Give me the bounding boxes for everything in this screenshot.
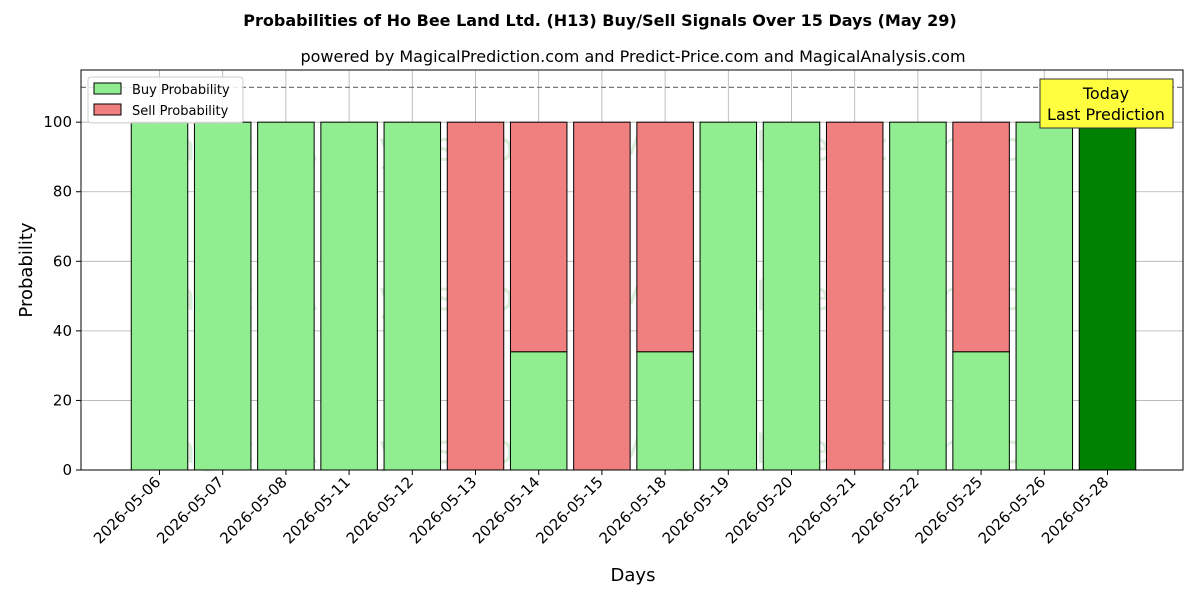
buy-bar [1015,121,1074,471]
chart-subtitle: powered by MagicalPrediction.com and Pre… [300,47,965,66]
x-tick-label: 2026-05-26 [975,473,1049,547]
buy-bar [320,121,378,471]
plot-frame [80,69,1184,471]
x-tick-label: 2026-05-21 [785,473,859,547]
x-tick-label: 2026-05-14 [469,473,543,547]
x-tick-label: 2026-05-07 [153,473,227,547]
legend-swatch [93,82,122,95]
sell-bar [636,121,694,353]
buy-bar [889,121,947,471]
legend: Buy Probability Sell Probability [87,76,244,124]
y-tick-label: 20 [53,391,72,409]
annotation-text: Last Prediction [1047,105,1165,124]
x-tick-label: 2026-05-19 [659,473,733,547]
sell-bar [509,121,568,353]
buy-bar [762,121,821,471]
buy-bar [1078,121,1137,471]
y-tick-label: 80 [53,183,72,201]
x-tick-label: 2026-05-12 [343,473,417,547]
y-tick-label: 0 [62,461,72,479]
x-tick-label: 2026-05-25 [912,473,986,547]
buy-bar [257,121,315,471]
x-tick-label: 2026-05-06 [90,473,164,547]
buy-bar [130,121,189,471]
sell-bar [825,121,884,471]
sell-bar [952,121,1010,353]
x-tick-label: 2026-05-28 [1038,473,1112,547]
sell-bar [573,121,631,471]
x-tick-label: 2026-05-11 [280,473,354,547]
annotation-text: Today [1082,84,1129,103]
y-axis-label: Probability [16,222,37,317]
buy-bar [636,351,694,471]
y-tick-label: 100 [43,113,72,131]
buy-bar [952,351,1010,471]
x-tick-label: 2026-05-18 [596,473,670,547]
annotation-box [1039,78,1174,129]
legend-swatch [93,103,122,116]
x-tick-label: 2026-05-15 [532,473,606,547]
y-axis: 0 20 40 60 80 100 [43,113,81,479]
buy-bar [193,121,252,471]
x-tick-label: 2026-05-13 [406,473,480,547]
y-tick-label: 60 [53,252,72,270]
legend-label: Sell Probability [132,104,229,119]
buy-bar [383,121,442,471]
buy-bar [509,351,568,471]
today-annotation: Today Last Prediction [1039,78,1174,129]
chart-title: Probabilities of Ho Bee Land Ltd. (H13) … [243,11,956,30]
bars [130,121,1137,471]
x-tick-label: 2026-05-22 [848,473,922,547]
x-tick-label: 2026-05-08 [216,473,290,547]
x-tick-label: 2026-05-20 [722,473,796,547]
x-axis-label: Days [611,565,656,586]
sell-bar [446,121,505,471]
x-axis: 2026-05-062026-05-072026-05-082026-05-11… [90,470,1112,547]
y-tick-label: 40 [53,322,72,340]
legend-box [87,76,244,124]
legend-label: Buy Probability [132,83,230,98]
buy-bar [699,121,758,471]
